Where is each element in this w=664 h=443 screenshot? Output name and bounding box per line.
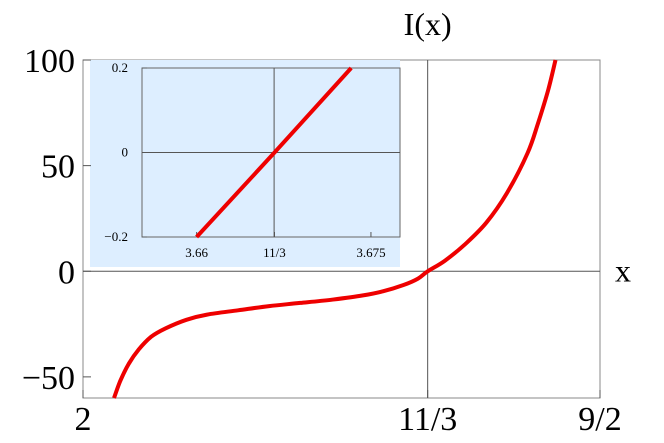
inset-x-tick-label: 11/3	[263, 245, 286, 260]
y-tick-label: 0	[58, 254, 75, 291]
inset-series-line	[195, 66, 353, 239]
x-tick-label: 2	[75, 401, 92, 438]
x-tick-label: 9/2	[578, 401, 621, 438]
inset-plot-background	[90, 60, 400, 267]
y-axis-title: I(x)	[404, 6, 452, 42]
inset-x-tick-label: 3.66	[185, 245, 208, 260]
x-tick-label: 11/3	[398, 401, 457, 438]
main-chart: 100 50 0 −502 11/3 9/2 I(x) x	[22, 6, 631, 438]
x-axis-title: x	[615, 252, 631, 288]
inset-y-tick-label: 0	[122, 145, 129, 160]
y-tick-label: −50	[22, 360, 75, 397]
y-tick-label: 100	[24, 43, 75, 80]
inset-y-tick-label: −0.2	[104, 229, 128, 244]
inset-x-tick-label: 3.675	[356, 245, 385, 260]
y-tick-label: 50	[41, 149, 75, 186]
main-series-line	[112, 59, 558, 399]
inset-y-tick-label: 0.2	[112, 60, 128, 75]
inset-chart: 0.2 0 −0.2 3.66 11/3 3.675	[104, 60, 401, 260]
